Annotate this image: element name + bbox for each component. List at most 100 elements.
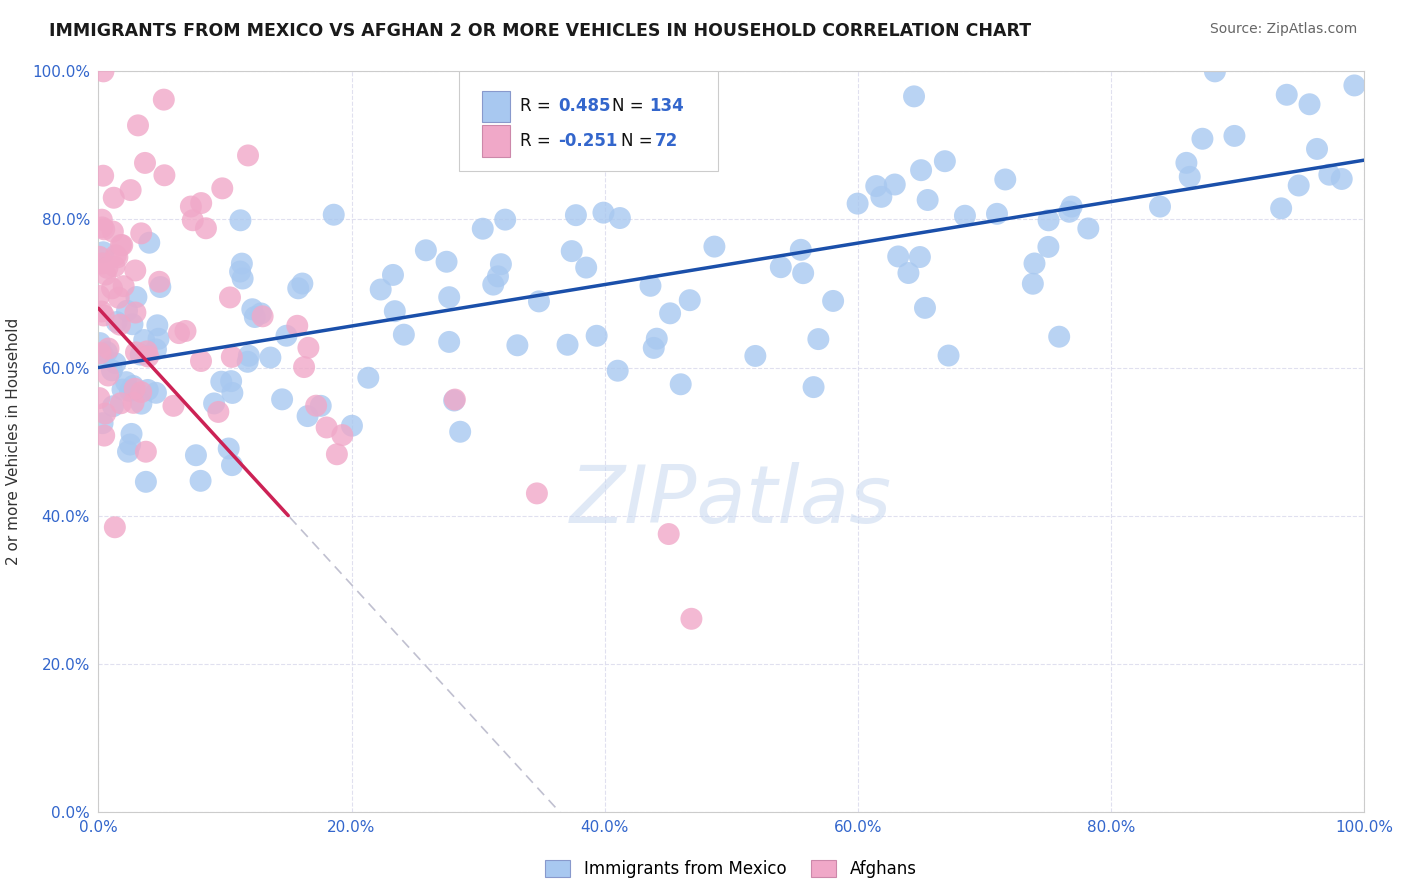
Point (527, 294, 550, 309)
Point (134, 333, 156, 347)
Point (271, 392, 294, 407)
Point (986, 207, 1008, 221)
Point (89, 250, 111, 264)
Point (134, 156, 156, 170)
Point (101, 363, 124, 377)
Point (792, 266, 814, 280)
Point (1022, 277, 1045, 291)
Point (471, 221, 494, 235)
Point (131, 397, 153, 411)
Point (136, 383, 159, 397)
Point (897, 266, 920, 280)
Point (129, 385, 152, 400)
Point (917, 193, 939, 207)
Point (111, 238, 134, 252)
Point (585, 328, 607, 343)
Point (105, 250, 128, 264)
Point (91, 169, 114, 183)
Point (1024, 256, 1046, 270)
Point (236, 355, 259, 369)
Point (107, 291, 129, 305)
Point (120, 183, 142, 197)
Point (174, 324, 197, 338)
Point (167, 326, 190, 340)
Point (194, 221, 217, 235)
Point (658, 527, 681, 541)
Point (115, 303, 138, 318)
Point (129, 348, 152, 362)
Point (91, 256, 114, 270)
Point (101, 281, 124, 295)
Point (121, 317, 143, 331)
Text: -0.251: -0.251 (558, 132, 617, 150)
Point (953, 209, 976, 223)
Point (486, 269, 509, 284)
Point (1038, 240, 1060, 254)
Point (1288, 178, 1310, 193)
Point (870, 190, 893, 204)
Point (91, 416, 114, 430)
Point (190, 354, 212, 368)
Point (606, 364, 628, 378)
Point (934, 154, 956, 169)
Text: 0.485: 0.485 (558, 97, 610, 115)
Point (221, 350, 243, 364)
Y-axis label: 2 or more Vehicles in Household: 2 or more Vehicles in Household (6, 318, 21, 566)
Text: ZIPatlas: ZIPatlas (569, 462, 893, 540)
Text: N =: N = (621, 132, 658, 150)
Point (129, 227, 152, 241)
Point (136, 350, 159, 364)
Point (444, 392, 467, 407)
Point (121, 426, 143, 441)
Point (97, 342, 120, 356)
Point (910, 163, 932, 178)
Point (90, 212, 112, 227)
Point (148, 275, 170, 289)
Point (703, 239, 725, 253)
Point (326, 447, 349, 461)
Point (506, 338, 529, 352)
Point (229, 264, 252, 278)
Point (908, 250, 931, 264)
Text: 134: 134 (648, 97, 683, 115)
Point (202, 396, 225, 410)
Point (153, 168, 176, 182)
Point (437, 334, 460, 349)
Point (91, 348, 114, 362)
Point (744, 349, 766, 363)
Point (111, 383, 134, 397)
Point (340, 418, 363, 433)
Point (846, 196, 869, 211)
Point (145, 343, 167, 357)
Point (557, 338, 579, 352)
Point (250, 306, 273, 320)
Point (609, 211, 631, 225)
Point (96, 345, 118, 359)
Point (449, 425, 471, 439)
Point (124, 305, 146, 319)
Point (370, 283, 392, 297)
Point (181, 213, 204, 227)
Point (236, 148, 259, 162)
Point (287, 281, 309, 295)
Point (148, 332, 170, 346)
Point (669, 377, 692, 392)
Point (1306, 142, 1329, 156)
Point (124, 382, 146, 396)
Point (94, 407, 117, 421)
Point (91, 220, 114, 235)
Point (218, 442, 240, 456)
Point (221, 458, 243, 472)
Point (221, 386, 243, 401)
Point (122, 396, 145, 410)
Point (392, 327, 415, 342)
Point (89, 391, 111, 405)
Text: N =: N = (612, 97, 650, 115)
Point (104, 248, 127, 262)
Point (89, 289, 111, 303)
Point (190, 474, 212, 488)
Point (276, 328, 298, 343)
Point (914, 301, 936, 315)
Point (903, 89, 925, 103)
Point (101, 399, 124, 413)
